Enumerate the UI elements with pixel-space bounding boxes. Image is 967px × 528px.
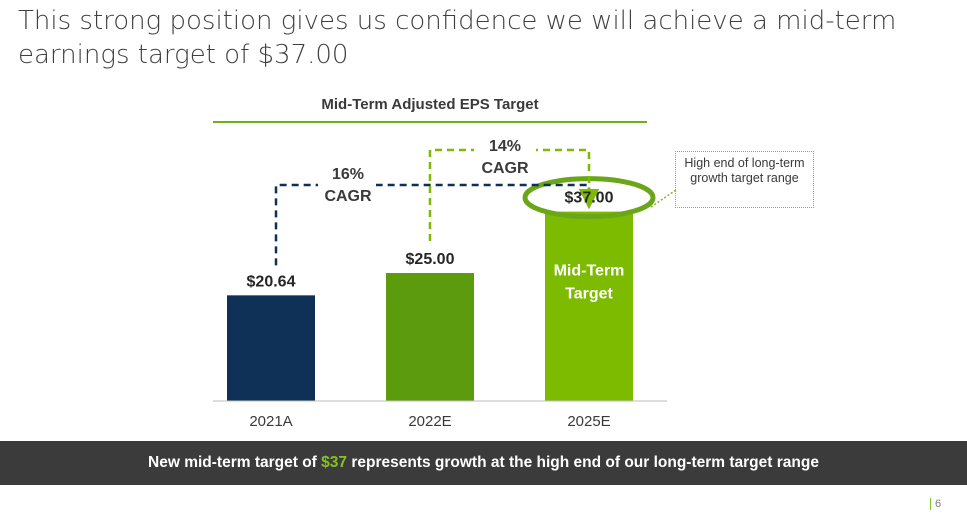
page-number: 6: [930, 498, 941, 510]
chart-title-underline: [213, 121, 647, 123]
cagr-16-label-bg: [318, 160, 376, 208]
growth-target-callout: High end of long-term growth target rang…: [675, 151, 814, 208]
cagr-14-label-bg: [474, 132, 536, 180]
cagr-label-line: 14%: [489, 138, 521, 155]
value-label-2022E: $25.00: [406, 251, 455, 268]
value-label-2025E: $37.00: [565, 190, 614, 207]
banner-suffix: represents growth at the high end of our…: [347, 454, 819, 471]
category-label-2022E: 2022E: [408, 413, 451, 430]
cagr-label-line: CAGR: [324, 188, 372, 205]
bar-inner-label-line: Mid-Term: [554, 263, 625, 280]
cagr-label-line: 16%: [332, 166, 364, 183]
slide-title: This strong position gives us confidence…: [18, 6, 897, 70]
category-label-2021A: 2021A: [249, 413, 292, 430]
banner-prefix: New mid-term target of: [148, 454, 322, 471]
cagr-label-line: CAGR: [481, 160, 529, 177]
bar-inner-label-line: Target: [565, 286, 613, 303]
category-label-2025E: 2025E: [567, 413, 610, 430]
banner-highlight: $37: [321, 454, 348, 471]
bar-2021A: [227, 295, 315, 401]
eps-bar-chart: 16% CAGR 14% CAGR $20.64 2021A $25.00 2022E $37…: [213, 132, 677, 430]
bar-2025E: [545, 211, 633, 401]
bar-2022E: [386, 273, 474, 401]
chart-title: Mid-Term Adjusted EPS Target: [321, 96, 539, 113]
callout-leader-line: [650, 189, 677, 208]
value-label-2021A: $20.64: [247, 273, 296, 290]
summary-banner: New mid-term target of $37 represents gr…: [0, 441, 967, 485]
